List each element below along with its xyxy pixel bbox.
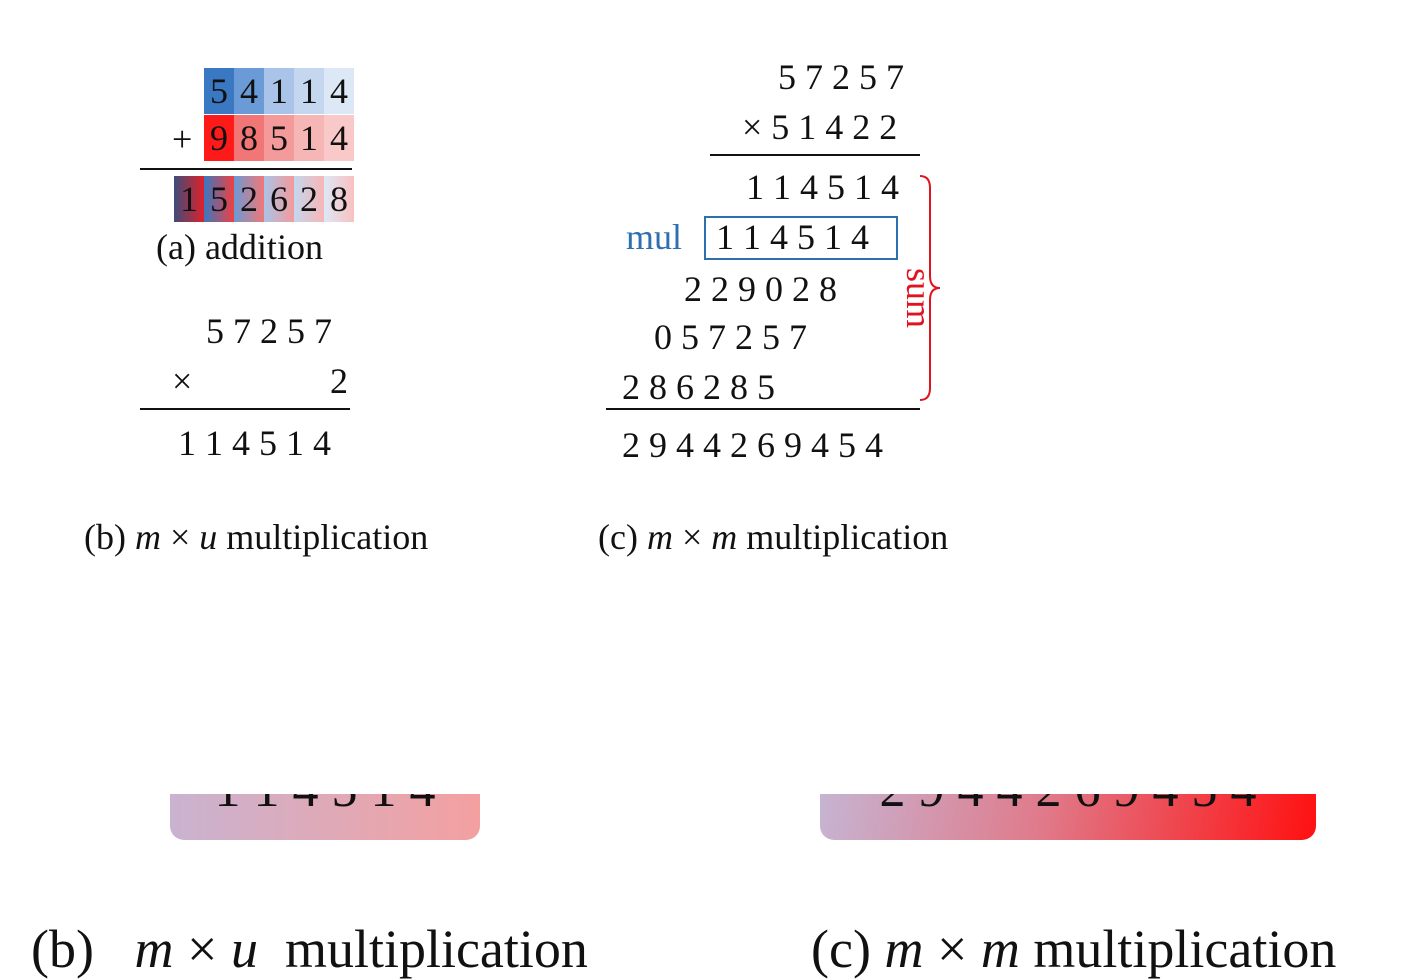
caption-var: m: [134, 919, 174, 979]
addition-caption: (a) addition: [156, 227, 323, 267]
digit-cell: 8: [324, 176, 354, 222]
mul-highlight-box: [704, 216, 898, 260]
mm-partial-2: 1 1 4 5 1 4: [716, 217, 869, 257]
digit-cell: 6: [264, 176, 294, 222]
caption-var: m: [711, 517, 738, 557]
bottom-left-strip: 1 1 4 5 1 4: [170, 794, 480, 840]
addition-result: 1 5 2 6 2 8: [174, 176, 354, 222]
mm-multiplicand: 5 7 2 5 7: [778, 57, 904, 97]
addition-row1: 5 4 1 1 4: [204, 68, 354, 114]
mm-rule-top: [710, 154, 920, 156]
bottom-left-caption: (b) m × u multiplication: [4, 856, 588, 980]
mm-partial-1: 1 1 4 5 1 4: [746, 167, 899, 207]
bottom-left-digits: 1 1 4 5 1 4: [170, 794, 480, 819]
caption-var: m: [134, 517, 161, 557]
caption-text: (c): [598, 517, 647, 557]
caption-text: (c): [811, 919, 885, 979]
digit-cell: 5: [204, 68, 234, 114]
digit-cell: 4: [324, 115, 354, 161]
mm-result: 2 9 4 4 2 6 9 4 5 4: [622, 425, 883, 465]
mm-partial-4: 0 5 7 2 5 7: [654, 317, 807, 357]
caption-text: multiplication: [1019, 919, 1337, 979]
caption-var: u: [230, 919, 258, 979]
digit-cell: 4: [324, 68, 354, 114]
caption-text: ×: [173, 919, 231, 979]
caption-text: ×: [672, 517, 712, 557]
digit-cell: 5: [204, 176, 234, 222]
digit-cell: 1: [294, 115, 324, 161]
caption-var: m: [884, 919, 924, 979]
mm-rule-bottom: [606, 408, 920, 410]
mm-caption: (c) m × m multiplication: [562, 474, 948, 600]
caption-text: multiplication: [217, 517, 429, 557]
digit-cell: 5: [264, 115, 294, 161]
mu-multiplicand: 5 7 2 5 7: [206, 311, 332, 351]
caption-text: multiplication: [257, 919, 588, 979]
mm-partial-3: 2 2 9 0 2 8: [684, 269, 837, 309]
mul-label: mul: [626, 217, 683, 257]
digit-cell: 2: [234, 176, 264, 222]
caption-var: m: [646, 517, 673, 557]
sum-brace: [919, 175, 941, 401]
digit-cell: 1: [174, 176, 204, 222]
caption-text: ×: [923, 919, 981, 979]
caption-text: ×: [160, 517, 200, 557]
mm-partial-5: 2 8 6 2 8 5: [622, 367, 775, 407]
mu-multiplier: 2: [330, 361, 348, 401]
addition-row2: 9 8 5 1 4: [204, 115, 354, 161]
mu-result: 1 1 4 5 1 4: [178, 423, 331, 463]
bottom-right-caption: (c) m × m multiplication: [784, 856, 1336, 980]
caption-text: (b): [84, 517, 135, 557]
digit-cell: 4: [234, 68, 264, 114]
mu-rule: [140, 408, 350, 410]
bottom-right-digits: 2 9 4 4 2 6 9 4 5 4: [820, 794, 1316, 819]
digit-cell: 1: [294, 68, 324, 114]
mm-multiplier: × 5 1 4 2 2: [742, 107, 898, 147]
mu-caption: (b) m × u multiplication: [48, 474, 428, 600]
caption-var: m: [980, 919, 1020, 979]
caption-text: multiplication: [737, 517, 949, 557]
plus-sign: +: [172, 119, 193, 159]
addition-rule: [140, 168, 352, 170]
caption-var: u: [199, 517, 218, 557]
caption-text: (b): [31, 919, 135, 979]
digit-cell: 2: [294, 176, 324, 222]
mu-times-sign: ×: [172, 361, 193, 401]
digit-cell: 8: [234, 115, 264, 161]
sum-label: sum: [899, 268, 939, 329]
digit-cell: 9: [204, 115, 234, 161]
bottom-right-strip: 2 9 4 4 2 6 9 4 5 4: [820, 794, 1316, 840]
digit-cell: 1: [264, 68, 294, 114]
